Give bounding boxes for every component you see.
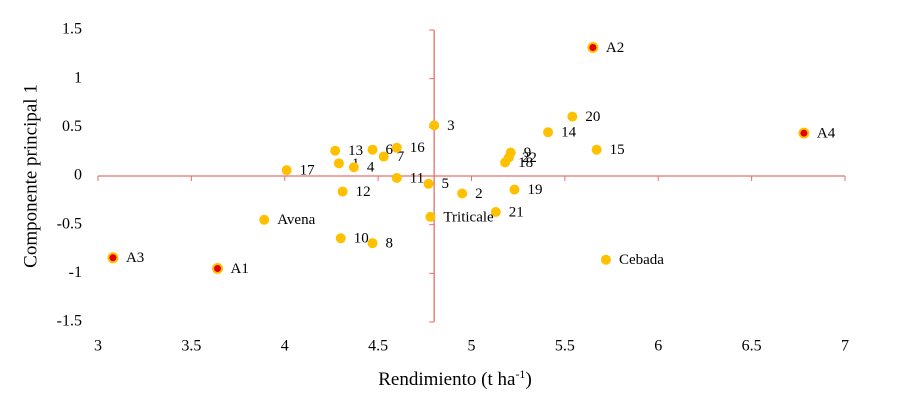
point-label: 8 [386, 236, 394, 252]
x-tick-label: 6.5 [742, 338, 762, 355]
point [333, 158, 344, 169]
x-tick-label: 7 [841, 338, 849, 355]
point [429, 120, 440, 131]
x-tick-label: 3.5 [181, 338, 201, 355]
point [378, 151, 389, 162]
point [543, 127, 554, 138]
point [348, 162, 359, 173]
point [391, 142, 402, 153]
point-label: 9 [524, 145, 532, 161]
point [391, 172, 402, 183]
point [503, 152, 514, 163]
x-tick-label: 3 [94, 338, 102, 355]
point-label: 17 [300, 163, 316, 179]
point [425, 211, 436, 222]
point [600, 254, 611, 265]
point-label: A2 [606, 40, 624, 56]
point-label: Avena [277, 212, 315, 228]
point [587, 42, 599, 54]
y-tick-label: 1.5 [62, 21, 82, 38]
y-tick-label: 0.5 [62, 118, 82, 135]
point [281, 165, 292, 176]
x-axis-title: Rendimiento (t ha-1) [378, 367, 532, 391]
point [107, 252, 119, 264]
point [490, 207, 501, 218]
point [457, 188, 468, 199]
x-tick-label: 4.5 [368, 338, 388, 355]
point-label: A3 [126, 250, 144, 266]
point-label: 3 [447, 118, 455, 134]
y-axis-title: Componente principal 1 [20, 84, 41, 268]
point [367, 144, 378, 155]
point [509, 184, 520, 195]
point-label: Cebada [619, 252, 664, 268]
point-label: 12 [356, 184, 371, 200]
point-label: 16 [410, 140, 426, 156]
point [335, 233, 346, 244]
y-tick-label: 1 [74, 69, 82, 86]
point-label: 21 [509, 204, 524, 220]
y-tick-label: -1.5 [57, 313, 82, 330]
point-label: 7 [397, 149, 405, 165]
point-label: 2 [475, 186, 483, 202]
point [212, 262, 224, 274]
point-label: A1 [231, 261, 249, 277]
point [567, 111, 578, 122]
x-tick-label: 4 [281, 338, 289, 355]
point [423, 178, 434, 189]
point-label: 18 [518, 155, 533, 171]
point-label: 10 [354, 231, 369, 247]
point-label: 19 [527, 182, 542, 198]
x-tick-label: 5.5 [555, 338, 575, 355]
point [337, 186, 348, 197]
point-label: Triticale [443, 209, 494, 225]
x-tick-label: 5 [468, 338, 476, 355]
point-label: A4 [817, 126, 836, 142]
point-label: 13 [348, 143, 363, 159]
point [591, 144, 602, 155]
point-label: 22 [522, 150, 537, 166]
point [330, 145, 341, 156]
point-label: 20 [585, 109, 600, 125]
point-label: 11 [410, 170, 424, 186]
point-label: 15 [610, 142, 625, 158]
x-tick-label: 6 [654, 338, 662, 355]
point-label: 5 [442, 176, 450, 192]
point-label: 4 [367, 160, 375, 176]
point [259, 214, 270, 225]
point [367, 238, 378, 249]
point-label: 6 [386, 142, 394, 158]
y-tick-label: -1 [69, 264, 82, 281]
point-label: 14 [561, 125, 577, 141]
y-tick-label: 0 [74, 167, 82, 184]
point [798, 127, 810, 139]
y-tick-label: -0.5 [57, 215, 82, 232]
